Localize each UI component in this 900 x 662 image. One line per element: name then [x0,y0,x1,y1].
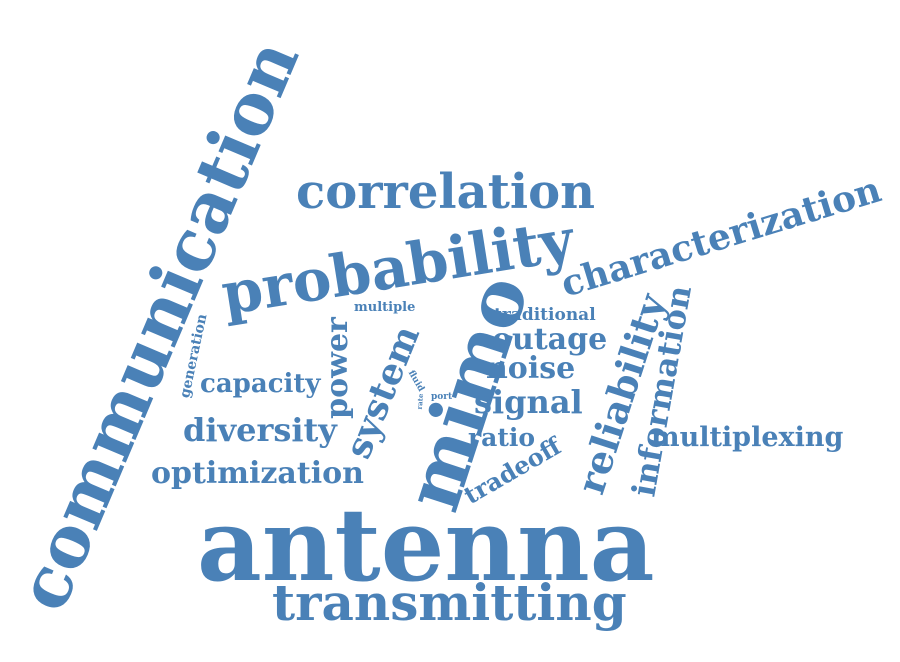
word-rate: rate [416,393,424,409]
word-capacity: capacity [200,371,321,397]
word-multiplexing: multiplexing [651,424,843,451]
word-noise: noise [486,354,575,384]
word-optimization: optimization [151,459,364,489]
word-port: port [431,393,452,402]
word-multiple: multiple [354,301,415,314]
word-diversity: diversity [183,414,337,446]
word-power: power [323,317,353,419]
word-traditional: traditional [494,307,596,324]
word-characterization: characterization [557,171,885,303]
word-correlation: correlation [296,168,595,216]
word-signal: signal [474,386,583,418]
word-transmitting: transmitting [272,578,627,628]
